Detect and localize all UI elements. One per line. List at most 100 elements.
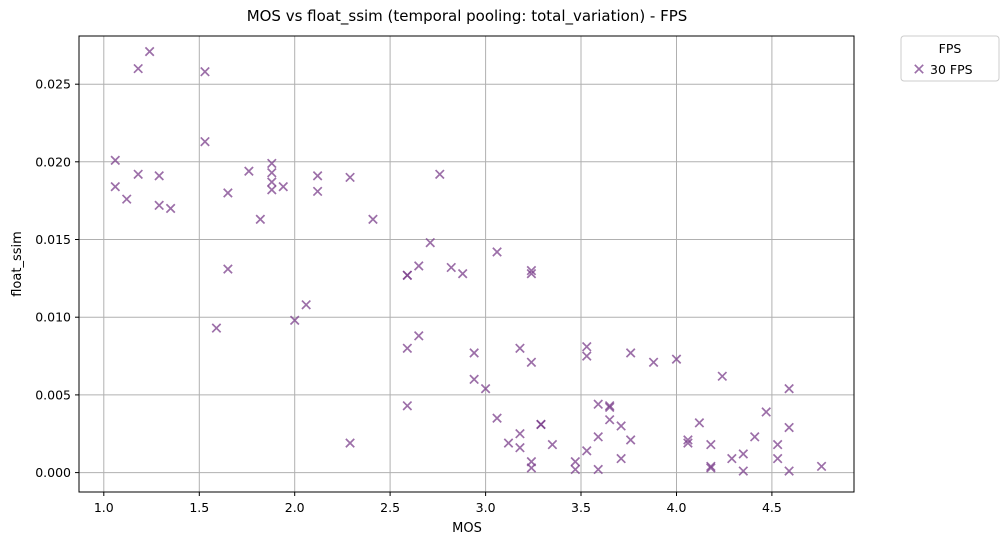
data-point: [480, 383, 491, 394]
x-tick-label: 4.0: [667, 500, 687, 515]
x-tick-label: 3.0: [476, 500, 496, 515]
y-tick-label: 0.020: [35, 154, 71, 169]
data-point: [312, 186, 323, 197]
x-tick-label: 4.5: [762, 500, 782, 515]
data-point: [345, 438, 355, 448]
data-point: [604, 400, 615, 411]
data-point: [526, 265, 537, 276]
data-point: [784, 422, 794, 433]
data-point: [446, 262, 457, 273]
data-point: [413, 331, 424, 341]
data-point: [154, 171, 164, 181]
data-point: [816, 461, 827, 472]
data-point: [570, 456, 581, 467]
data-point: [469, 374, 479, 385]
data-point: [671, 354, 682, 364]
data-point: [593, 464, 604, 475]
data-point: [625, 348, 636, 358]
data-point: [457, 268, 468, 279]
data-point: [706, 461, 716, 472]
data-point: [211, 323, 222, 333]
y-tick-label: 0.000: [35, 465, 71, 480]
data-point: [402, 343, 413, 354]
data-point: [784, 466, 794, 476]
data-point: [581, 341, 592, 352]
data-point: [738, 449, 749, 459]
data-point: [289, 315, 300, 326]
data-point: [706, 463, 716, 473]
data-point: [593, 432, 604, 442]
data-point: [749, 432, 760, 442]
data-point: [266, 167, 277, 178]
data-point: [402, 270, 413, 281]
x-tick-label: 3.5: [571, 500, 591, 515]
y-axis-label: float_ssim: [10, 231, 25, 297]
data-point: [266, 185, 277, 195]
data-point: [604, 414, 615, 425]
data-point: [278, 181, 289, 192]
data-point: [301, 299, 311, 310]
data-point: [648, 357, 659, 368]
data-point: [604, 402, 615, 413]
data-point: [165, 203, 176, 214]
data-point: [581, 351, 592, 361]
legend-title: FPS: [939, 41, 962, 56]
legend-label-30-fps: 30 FPS: [930, 62, 973, 77]
data-point: [312, 171, 323, 181]
data-point: [616, 421, 626, 431]
data-point: [683, 435, 693, 445]
axis-ticks: 1.0 1.5 2.0 2.5 3.0 3.5 4.0 4.5 0.000 0.005 0.010 0…: [35, 77, 782, 515]
legend-marker-icon: [914, 64, 924, 74]
data-point: [133, 63, 143, 74]
data-point: [761, 407, 771, 417]
data-point: [121, 194, 132, 204]
data-point: [266, 158, 277, 169]
data-point: [683, 438, 693, 448]
data-point: [469, 348, 479, 358]
data-point: [492, 413, 502, 424]
data-point: [133, 169, 143, 180]
data-point: [200, 66, 210, 77]
data-point: [110, 181, 121, 192]
data-point: [625, 435, 636, 445]
data-point: [581, 446, 592, 456]
data-point: [717, 371, 728, 382]
data-point: [425, 237, 436, 248]
data-point: [593, 399, 604, 410]
data-point: [110, 155, 121, 166]
data-point: [255, 214, 266, 225]
x-tick-label: 2.0: [285, 500, 305, 515]
legend-box: [900, 35, 1000, 82]
x-tick-label: 2.5: [380, 500, 400, 515]
data-point: [402, 400, 413, 411]
plot-area-frame: [78, 35, 855, 493]
data-point: [727, 453, 737, 464]
data-point: [223, 188, 233, 198]
data-point: [772, 453, 783, 464]
y-tick-label: 0.005: [35, 387, 71, 402]
data-point: [492, 247, 502, 257]
legend-marker-30-fps: [914, 64, 924, 74]
y-tick-label: 0.015: [35, 232, 71, 247]
data-point: [345, 172, 355, 183]
data-point: [144, 46, 155, 57]
data-point: [223, 264, 233, 274]
data-point: [526, 357, 537, 368]
data-point: [526, 268, 537, 279]
data-point: [413, 261, 424, 271]
x-tick-label: 1.0: [94, 500, 114, 515]
data-point: [368, 214, 378, 225]
y-tick-label: 0.025: [35, 77, 71, 92]
data-point: [503, 438, 514, 448]
legend: FPS 30 FPS: [900, 35, 1000, 82]
data-point: [515, 442, 525, 453]
data-point: [706, 439, 716, 450]
chart-title: MOS vs float_ssim (temporal pooling: tot…: [247, 7, 688, 26]
data-point: [200, 136, 210, 147]
y-tick-label: 0.010: [35, 310, 71, 325]
data-point: [616, 453, 626, 464]
data-point: [434, 169, 445, 180]
data-point: [244, 166, 254, 176]
data-point: [694, 418, 705, 428]
